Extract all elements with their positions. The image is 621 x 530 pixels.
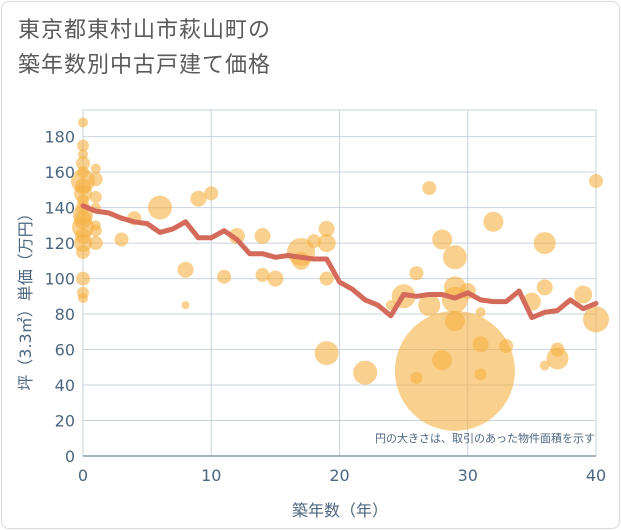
y-tick-labels: 0 20 40 60 80 100 120 140 160 180 — [44, 128, 75, 466]
bubble-point — [319, 271, 334, 286]
y-tick-label: 180 — [44, 128, 75, 147]
x-axis-label: 築年数（年） — [292, 501, 388, 520]
y-tick-label: 0 — [65, 447, 75, 466]
bubble-point — [90, 163, 101, 174]
bubble-point — [499, 338, 514, 353]
bubble-point — [181, 301, 190, 310]
bubble-point — [306, 234, 321, 249]
bubble-point — [394, 310, 515, 431]
bubble-point — [76, 271, 90, 286]
x-tick-label: 40 — [586, 466, 606, 485]
bubble-point — [317, 234, 336, 253]
y-tick-label: 60 — [55, 341, 75, 360]
bubble-point — [267, 270, 284, 287]
bubble-point — [89, 224, 102, 237]
bubble-point — [76, 156, 90, 171]
bubble-point — [255, 268, 270, 283]
bubble-point — [76, 244, 90, 259]
bubble-point — [190, 190, 207, 207]
bubble-point — [318, 220, 335, 237]
y-tick-label: 80 — [55, 305, 75, 324]
bubble-point — [77, 139, 89, 152]
bubble-point — [475, 307, 486, 318]
bubble-point — [114, 232, 129, 247]
bubble-point — [147, 195, 172, 220]
chart-title-line2: 築年数別中古戸建て価格 — [18, 53, 272, 78]
bubble-point — [539, 360, 550, 371]
x-tick-labels: 0 10 20 30 40 — [78, 466, 606, 485]
bubble-point — [483, 211, 504, 232]
bubble-layer — [71, 117, 609, 431]
bubble-point — [546, 347, 569, 370]
bubble-point — [314, 341, 339, 366]
y-tick-label: 100 — [44, 270, 75, 289]
y-tick-label: 120 — [44, 234, 75, 253]
bubble-point — [589, 173, 603, 188]
bubble-point — [536, 279, 553, 296]
bubble-point — [177, 261, 194, 278]
bubble-point — [533, 232, 556, 255]
bubble-point — [474, 368, 487, 381]
bubble-size-note: 円の大きさは、取引のあった物件面積を示す — [375, 431, 595, 445]
bubble-point — [432, 229, 453, 250]
bubble-point — [353, 360, 378, 385]
bubble-point — [228, 227, 245, 244]
bubble-point — [422, 181, 437, 196]
x-tick-label: 0 — [78, 466, 88, 485]
bubble-point — [418, 294, 441, 317]
bubble-point — [78, 293, 88, 304]
bubble-point — [78, 117, 88, 128]
bubble-point — [409, 266, 424, 281]
bubble-point — [88, 236, 103, 251]
bubble-point — [254, 227, 271, 244]
bubble-point — [442, 245, 467, 270]
bubble-point — [472, 336, 489, 353]
grid — [82, 109, 597, 457]
x-tick-label: 20 — [329, 466, 349, 485]
bubble-point — [204, 186, 219, 201]
average-price-line — [80, 203, 599, 321]
bubble-point — [217, 269, 232, 284]
y-tick-label: 40 — [55, 376, 75, 395]
y-tick-label: 20 — [55, 412, 75, 431]
chart-title-line1: 東京都東村山市萩山町の — [18, 18, 272, 43]
bubble-point — [574, 285, 593, 304]
bubble-point — [88, 172, 103, 187]
y-tick-label: 160 — [44, 163, 75, 182]
y-axis-label: 坪（3.3㎡）単価（万円） — [16, 205, 35, 390]
y-tick-label: 140 — [44, 199, 75, 218]
bubble-point — [583, 306, 609, 333]
x-tick-label: 10 — [201, 466, 221, 485]
x-tick-label: 30 — [458, 466, 478, 485]
bubble-point — [89, 190, 102, 203]
